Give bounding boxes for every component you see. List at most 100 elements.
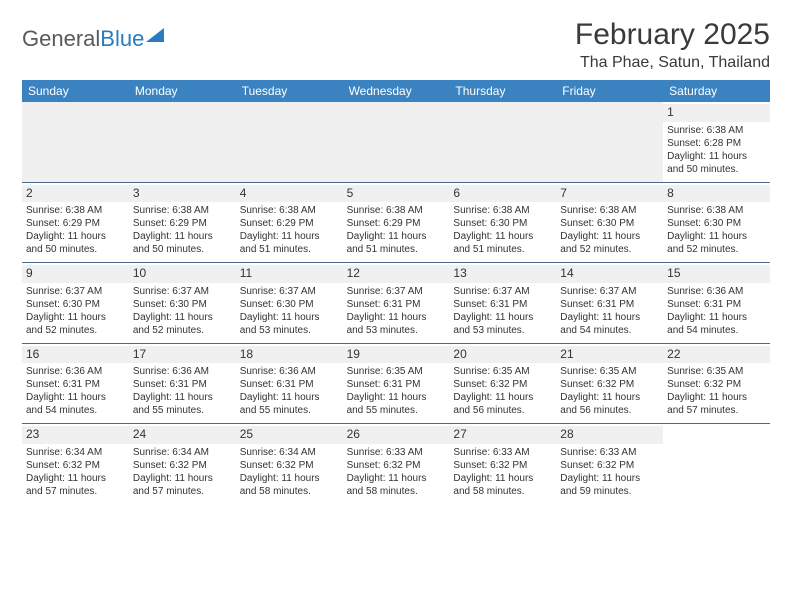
sunrise-text: Sunrise: 6:36 AM <box>240 365 339 378</box>
calendar-cell: 26Sunrise: 6:33 AMSunset: 6:32 PMDayligh… <box>343 424 450 504</box>
daylight-text: Daylight: 11 hours and 52 minutes. <box>560 230 659 256</box>
sunrise-text: Sunrise: 6:33 AM <box>560 446 659 459</box>
calendar-cell: 7Sunrise: 6:38 AMSunset: 6:30 PMDaylight… <box>556 183 663 263</box>
day-number: 25 <box>236 426 343 444</box>
sunset-text: Sunset: 6:31 PM <box>133 378 232 391</box>
calendar-week-row: 23Sunrise: 6:34 AMSunset: 6:32 PMDayligh… <box>22 423 770 504</box>
weekday-header: Saturday <box>663 80 770 102</box>
calendar-cell: 23Sunrise: 6:34 AMSunset: 6:32 PMDayligh… <box>22 424 129 504</box>
daylight-text: Daylight: 11 hours and 59 minutes. <box>560 472 659 498</box>
daylight-text: Daylight: 11 hours and 50 minutes. <box>667 150 766 176</box>
sunset-text: Sunset: 6:31 PM <box>26 378 125 391</box>
daylight-text: Daylight: 11 hours and 53 minutes. <box>347 311 446 337</box>
daylight-text: Daylight: 11 hours and 56 minutes. <box>453 391 552 417</box>
calendar-cell: 10Sunrise: 6:37 AMSunset: 6:30 PMDayligh… <box>129 263 236 343</box>
daylight-text: Daylight: 11 hours and 55 minutes. <box>347 391 446 417</box>
calendar-cell: 5Sunrise: 6:38 AMSunset: 6:29 PMDaylight… <box>343 183 450 263</box>
sunrise-text: Sunrise: 6:35 AM <box>453 365 552 378</box>
daylight-text: Daylight: 11 hours and 55 minutes. <box>240 391 339 417</box>
calendar-grid: Sunday Monday Tuesday Wednesday Thursday… <box>22 80 770 504</box>
calendar-cell: 9Sunrise: 6:37 AMSunset: 6:30 PMDaylight… <box>22 263 129 343</box>
day-number: 2 <box>22 185 129 203</box>
weeks-container: 1Sunrise: 6:38 AMSunset: 6:28 PMDaylight… <box>22 102 770 504</box>
sunset-text: Sunset: 6:31 PM <box>347 378 446 391</box>
sunrise-text: Sunrise: 6:34 AM <box>133 446 232 459</box>
sunset-text: Sunset: 6:28 PM <box>667 137 766 150</box>
sunset-text: Sunset: 6:31 PM <box>667 298 766 311</box>
day-number: 18 <box>236 346 343 364</box>
weekday-header: Wednesday <box>343 80 450 102</box>
calendar-cell: 20Sunrise: 6:35 AMSunset: 6:32 PMDayligh… <box>449 344 556 424</box>
day-number: 28 <box>556 426 663 444</box>
calendar-cell: 24Sunrise: 6:34 AMSunset: 6:32 PMDayligh… <box>129 424 236 504</box>
sunset-text: Sunset: 6:32 PM <box>26 459 125 472</box>
day-number: 9 <box>22 265 129 283</box>
calendar-cell <box>556 102 663 182</box>
sunset-text: Sunset: 6:32 PM <box>453 459 552 472</box>
location-label: Tha Phae, Satun, Thailand <box>575 54 770 72</box>
calendar-cell: 16Sunrise: 6:36 AMSunset: 6:31 PMDayligh… <box>22 344 129 424</box>
sunset-text: Sunset: 6:30 PM <box>133 298 232 311</box>
calendar-cell <box>236 102 343 182</box>
sunset-text: Sunset: 6:29 PM <box>347 217 446 230</box>
daylight-text: Daylight: 11 hours and 54 minutes. <box>560 311 659 337</box>
calendar-cell: 13Sunrise: 6:37 AMSunset: 6:31 PMDayligh… <box>449 263 556 343</box>
daylight-text: Daylight: 11 hours and 55 minutes. <box>133 391 232 417</box>
day-number: 22 <box>663 346 770 364</box>
sunset-text: Sunset: 6:31 PM <box>347 298 446 311</box>
day-number: 10 <box>129 265 236 283</box>
day-number: 20 <box>449 346 556 364</box>
page-header: GeneralBlue February 2025 Tha Phae, Satu… <box>22 18 770 72</box>
calendar-week-row: 9 Sunrise: 6:37 AM Sunset: 6:30 PM Daylight… <box>22 262 770 343</box>
calendar-cell: 11Sunrise: 6:37 AMSunset: 6:30 PMDayligh… <box>236 263 343 343</box>
daylight-text: Daylight: 11 hours and 58 minutes. <box>453 472 552 498</box>
logo-triangle-icon <box>146 28 164 42</box>
calendar-cell: 27 Sunrise: 6:33 AMSunset: 6:32 PMDayligh… <box>449 424 556 504</box>
day-number: 6 <box>449 185 556 203</box>
sunrise-text: Sunrise: 6:38 AM <box>26 204 125 217</box>
sunrise-text: Sunrise: 6:37 AM <box>26 285 125 298</box>
sunset-text: Sunset: 6:29 PM <box>240 217 339 230</box>
day-number: 27 <box>449 426 556 444</box>
calendar-cell: 28Sunrise: 6:33 AMSunset: 6:32 PMDayligh… <box>556 424 663 504</box>
sunset-text: Sunset: 6:31 PM <box>453 298 552 311</box>
sunrise-text: Sunrise: 6:37 AM <box>560 285 659 298</box>
weekday-header-row: Sunday Monday Tuesday Wednesday Thursday… <box>22 80 770 102</box>
weekday-header: Sunday <box>22 80 129 102</box>
calendar-cell <box>449 102 556 182</box>
daylight-text: Daylight: 11 hours and 51 minutes. <box>347 230 446 256</box>
calendar-cell: 15Sunrise: 6:36 AMSunset: 6:31 PMDayligh… <box>663 263 770 343</box>
sunrise-text: Sunrise: 6:38 AM <box>133 204 232 217</box>
sunrise-text: Sunrise: 6:38 AM <box>453 204 552 217</box>
sunrise-text: Sunrise: 6:36 AM <box>133 365 232 378</box>
calendar-cell: 25Sunrise: 6:34 AMSunset: 6:32 PMDayligh… <box>236 424 343 504</box>
sunrise-text: Sunrise: 6:34 AM <box>26 446 125 459</box>
calendar-cell: 6Sunrise: 6:38 AMSunset: 6:30 PMDaylight… <box>449 183 556 263</box>
sunset-text: Sunset: 6:29 PM <box>26 217 125 230</box>
sunset-text: Sunset: 6:32 PM <box>133 459 232 472</box>
day-number: 4 <box>236 185 343 203</box>
calendar-cell <box>343 102 450 182</box>
weekday-header: Monday <box>129 80 236 102</box>
sunrise-text: Sunrise: 6:38 AM <box>667 204 766 217</box>
day-number: 14 <box>556 265 663 283</box>
day-number: 1 <box>663 104 770 122</box>
calendar-cell: 22Sunrise: 6:35 AMSunset: 6:32 PMDayligh… <box>663 344 770 424</box>
daylight-text: Daylight: 11 hours and 52 minutes. <box>26 311 125 337</box>
sunrise-text: Sunrise: 6:38 AM <box>560 204 659 217</box>
calendar-cell: 14Sunrise: 6:37 AMSunset: 6:31 PMDayligh… <box>556 263 663 343</box>
sunrise-text: Sunrise: 6:38 AM <box>347 204 446 217</box>
calendar-cell: 12Sunrise: 6:37 AMSunset: 6:31 PMDayligh… <box>343 263 450 343</box>
month-title: February 2025 <box>575 18 770 52</box>
sunrise-text: Sunrise: 6:33 AM <box>453 446 552 459</box>
daylight-text: Daylight: 11 hours and 53 minutes. <box>453 311 552 337</box>
calendar-cell <box>22 102 129 182</box>
sunrise-text: Sunrise: 6:35 AM <box>347 365 446 378</box>
day-number: 16 <box>22 346 129 364</box>
daylight-text: Daylight: 11 hours and 51 minutes. <box>240 230 339 256</box>
daylight-text: Daylight: 11 hours and 57 minutes. <box>26 472 125 498</box>
sunrise-text: Sunrise: 6:35 AM <box>667 365 766 378</box>
calendar-cell <box>663 424 770 504</box>
daylight-text: Daylight: 11 hours and 52 minutes. <box>667 230 766 256</box>
calendar-cell: 21Sunrise: 6:35 AMSunset: 6:32 PMDayligh… <box>556 344 663 424</box>
